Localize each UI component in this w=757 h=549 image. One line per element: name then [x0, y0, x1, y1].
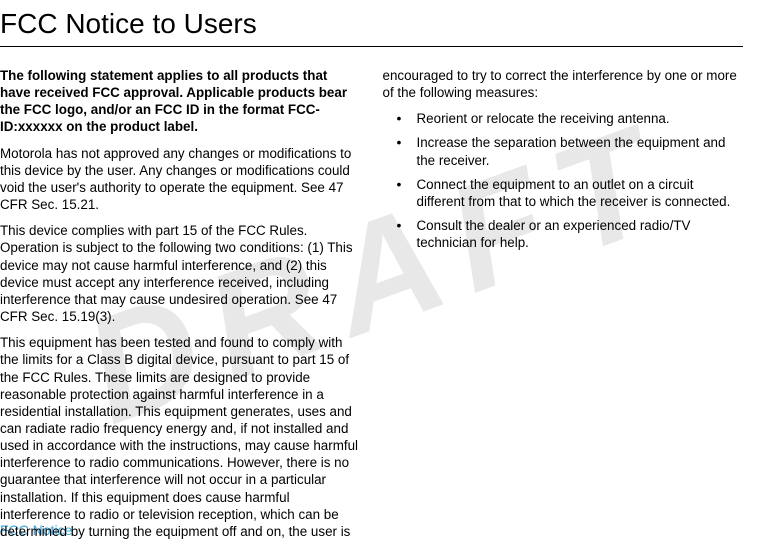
- paragraph: This equipment has been tested and found…: [0, 334, 361, 540]
- list-item: Reorient or relocate the receiving anten…: [405, 110, 744, 127]
- list-item: Connect the equipment to an outlet on a …: [405, 176, 744, 210]
- right-column: encouraged to try to correct the interfe…: [383, 67, 744, 549]
- list-item: Consult the dealer or an experienced rad…: [405, 217, 744, 251]
- page-title: FCC Notice to Users: [0, 8, 743, 47]
- left-column: The following statement applies to all p…: [0, 67, 361, 549]
- bullet-list: Reorient or relocate the receiving anten…: [383, 110, 744, 251]
- two-column-layout: The following statement applies to all p…: [0, 67, 743, 549]
- page-content: FCC Notice to Users The following statem…: [0, 0, 757, 549]
- paragraph: This device complies with part 15 of the…: [0, 222, 361, 325]
- list-item: Increase the separation between the equi…: [405, 134, 744, 168]
- bold-statement: The following statement applies to all p…: [0, 67, 361, 136]
- paragraph: Motorola has not approved any changes or…: [0, 145, 361, 214]
- paragraph: encouraged to try to correct the interfe…: [383, 67, 744, 101]
